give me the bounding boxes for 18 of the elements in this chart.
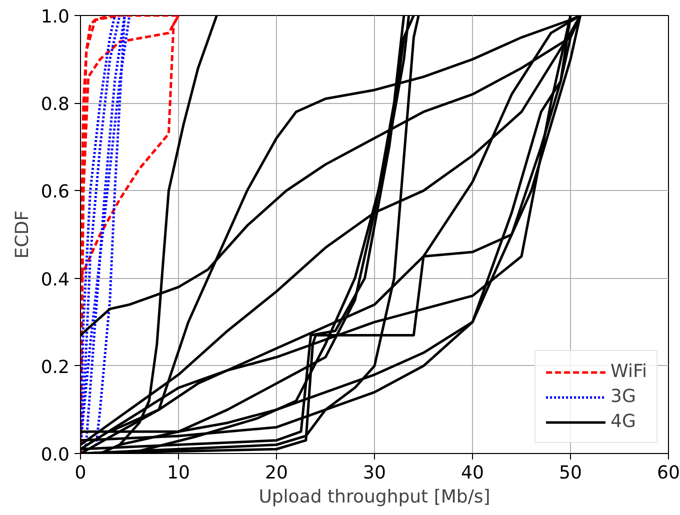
x-tick-label: 60	[657, 462, 680, 484]
y-tick-label: 0.8	[40, 94, 70, 116]
x-tick-label: 20	[265, 462, 288, 484]
legend-label: 3G	[610, 386, 636, 407]
y-tick-label: 0.6	[40, 182, 70, 203]
x-tick-label: 50	[559, 462, 582, 484]
x-tick-label: 40	[461, 462, 484, 484]
legend-label: 4G	[610, 411, 636, 432]
x-tick-label: 0	[74, 462, 86, 484]
y-tick-label: 0.0	[40, 444, 70, 466]
x-tick-label: 10	[167, 462, 190, 484]
x-tick-label: 30	[363, 462, 386, 484]
y-tick-label: 1.0	[40, 6, 70, 28]
x-axis-title: Upload throughput [Mb/s]	[258, 486, 490, 508]
y-axis-title: ECDF	[12, 210, 33, 259]
y-tick-label: 0.2	[40, 356, 70, 378]
y-tick-label: 0.4	[40, 269, 70, 290]
legend-label: WiFi	[610, 361, 647, 382]
